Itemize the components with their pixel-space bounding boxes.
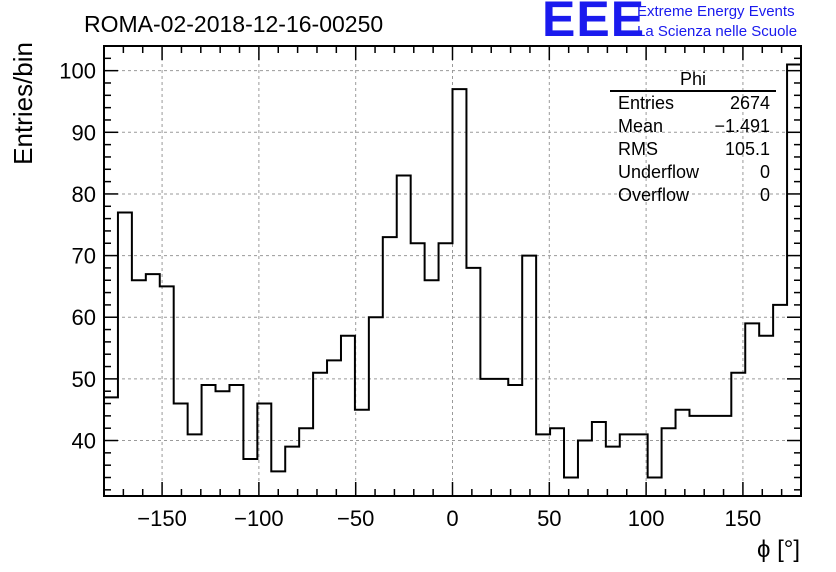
x-tick-label: −100 [234,506,284,531]
histogram-bin [327,360,341,496]
logo-subtitle-line1: Extreme Energy Events [637,3,795,20]
histogram-bin [759,336,773,496]
histogram-bin [285,447,299,496]
histogram-bin [522,256,536,496]
y-tick-label: 70 [72,244,96,269]
x-tick-label: 50 [537,506,561,531]
x-tick-label: 100 [628,506,665,531]
eee-logo: EEE [542,0,646,47]
stats-label: RMS [618,139,658,159]
tick-marks [103,45,802,496]
x-tick-label: 150 [725,506,762,531]
y-tick-label: 40 [72,429,96,454]
stats-row-rms: RMS 105.1 [610,138,776,161]
stats-label: Underflow [618,162,700,182]
x-tick-label: −150 [137,506,187,531]
histogram-bin [606,447,620,496]
stats-row-entries: Entries 2674 [610,92,776,115]
histogram-bin [299,428,313,496]
stats-row-underflow: Underflow 0 [610,161,776,184]
histogram-bin [578,441,592,496]
histogram-bin [676,410,690,496]
stats-box: Phi Entries 2674 Mean −1.491 RMS 105.1 U… [610,68,776,207]
histogram-bin [383,237,397,496]
histogram-bin [480,379,494,496]
histogram-bin [703,416,717,496]
histogram-bin [466,268,480,496]
tick-labels: −150 −100 −50 0 50 100 150 40 50 60 70 80 90 100 [59,59,761,531]
stats-label: Overflow [618,185,690,205]
histogram-bin [564,478,578,496]
histogram-bars [103,63,801,496]
stats-value: 0 [759,162,770,182]
histogram-bin [773,305,787,496]
histogram-bin [662,428,676,496]
histogram-bin [536,434,550,496]
x-tick-label: −50 [337,506,374,531]
histogram-bin [216,391,230,496]
histogram-bin [355,410,369,496]
logo-subtitle-line2: La Scienza nelle Scuole [637,23,798,40]
x-tick-label: 0 [446,506,458,531]
stats-value: 0 [759,185,770,205]
histogram-bin [341,336,355,496]
stats-value: 105.1 [724,139,770,159]
histogram-bin [243,459,257,496]
histogram-bin [118,212,132,496]
histogram-bin [439,243,453,496]
chart-title: ROMA-02-2018-12-16-00250 [84,11,384,37]
histogram-bin [188,434,202,496]
histogram-bin [731,373,745,496]
y-axis-label: Entries/bin [8,42,38,165]
y-tick-label: 100 [59,59,96,84]
histogram-bin [132,280,146,496]
histogram-bin [425,280,439,496]
histogram-bin [397,175,411,496]
stats-row-mean: Mean −1.491 [610,115,776,138]
histogram-bin [550,428,564,496]
histogram-bin [494,379,508,496]
stats-box-title: Phi [610,68,776,92]
histogram-bin [453,89,467,496]
stats-value: −1.491 [714,116,770,136]
stats-row-overflow: Overflow 0 [610,184,776,207]
stats-label: Mean [618,116,664,136]
histogram-bin [620,434,634,496]
stats-value: 2674 [729,93,770,113]
histogram-bin [174,404,188,496]
histogram-bin [369,317,383,496]
y-tick-label: 60 [72,305,96,330]
y-tick-label: 50 [72,367,96,392]
histogram-bin [648,478,662,496]
histogram-bin [313,373,327,496]
histogram-outline [103,63,801,496]
histogram-bin [717,416,731,496]
histogram-bin [745,323,759,496]
stats-label: Entries [618,93,675,113]
x-axis-label: ϕ [°] [757,536,800,563]
histogram-bin [104,397,118,496]
histogram-bin [689,416,703,496]
histogram-bin [146,274,160,496]
histogram-bin [592,422,606,496]
y-tick-label: 90 [72,120,96,145]
y-tick-label: 80 [72,182,96,207]
histogram-bin [411,243,425,496]
